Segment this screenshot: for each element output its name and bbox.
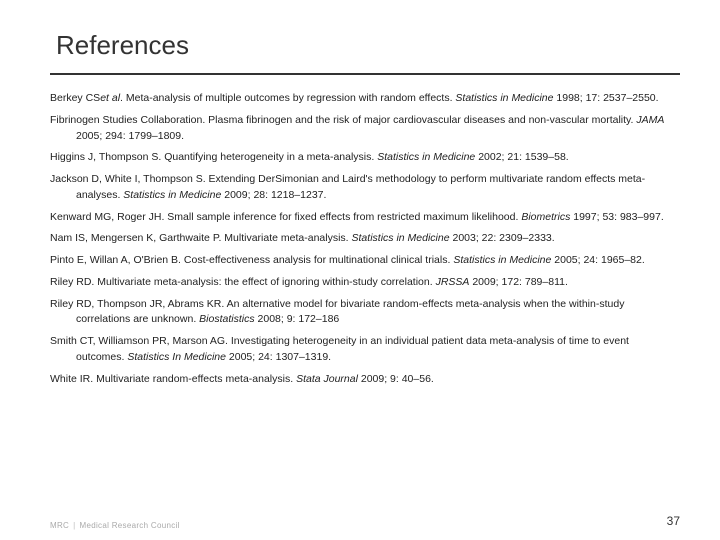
ref-citation: 2009; 9: 40–56. [358,373,434,385]
ref-journal: Statistics in Medicine [123,189,221,201]
ref-journal: JRSSA [436,276,470,288]
ref-authors: Kenward MG, Roger JH. Small sample infer… [50,211,521,223]
slide-title: References [50,30,680,61]
ref-journal: Statistics In Medicine [127,351,226,363]
page-number: 37 [667,514,680,528]
reference-entry: Jackson D, White I, Thompson S. Extendin… [50,172,680,204]
ref-journal: Stata Journal [296,373,358,385]
ref-journal: Statistics in Medicine [453,254,551,266]
ref-citation: 2008; 9: 172–186 [255,313,340,325]
ref-citation: 2002; 21: 1539–58. [475,151,568,163]
ref-authors: White IR. Multivariate random-effects me… [50,373,296,385]
reference-entry: Riley RD. Multivariate meta-analysis: th… [50,275,680,291]
ref-journal: JAMA [636,114,664,126]
reference-entry: Kenward MG, Roger JH. Small sample infer… [50,210,680,226]
reference-entry: Riley RD, Thompson JR, Abrams KR. An alt… [50,297,680,329]
ref-journal: Biometrics [521,211,570,223]
reference-entry: Pinto E, Willan A, O'Brien B. Cost-effec… [50,253,680,269]
reference-entry: Higgins J, Thompson S. Quantifying heter… [50,150,680,166]
ref-authors: Higgins J, Thompson S. Quantifying heter… [50,151,377,163]
ref-journal: Statistics in Medicine [377,151,475,163]
footer-logo: MRC | Medical Research Council [50,521,180,530]
reference-entry: Smith CT, Williamson PR, Marson AG. Inve… [50,334,680,366]
ref-authors: Nam IS, Mengersen K, Garthwaite P. Multi… [50,232,352,244]
ref-citation: 2003; 22: 2309–2333. [450,232,555,244]
ref-etal: et al [100,92,120,104]
ref-authors: Riley RD. Multivariate meta-analysis: th… [50,276,436,288]
ref-authors: Fibrinogen Studies Collaboration. Plasma… [50,114,636,126]
reference-entry: Fibrinogen Studies Collaboration. Plasma… [50,113,680,145]
logo-text: Medical Research Council [80,521,180,530]
ref-citation: 2005; 24: 1307–1319. [226,351,331,363]
reference-entry: Nam IS, Mengersen K, Garthwaite P. Multi… [50,231,680,247]
reference-entry: White IR. Multivariate random-effects me… [50,372,680,388]
title-rule [50,73,680,75]
ref-journal: Biostatistics [199,313,254,325]
reference-entry: Berkey CSet al. Meta-analysis of multipl… [50,91,680,107]
logo-mark: MRC [50,521,69,530]
ref-authors: Pinto E, Willan A, O'Brien B. Cost-effec… [50,254,453,266]
ref-journal: Statistics in Medicine [455,92,553,104]
ref-title: . Meta-analysis of multiple outcomes by … [120,92,455,104]
ref-citation: 2009; 172: 789–811. [469,276,567,288]
ref-citation: 2005; 24: 1965–82. [551,254,644,266]
ref-journal: Statistics in Medicine [352,232,450,244]
ref-citation: 1997; 53: 983–997. [570,211,663,223]
logo-divider: | [73,521,75,530]
references-list: Berkey CSet al. Meta-analysis of multipl… [50,91,680,387]
ref-citation: 2005; 294: 1799–1809. [76,130,184,142]
ref-authors: Berkey CS [50,92,100,104]
slide: References Berkey CSet al. Meta-analysis… [0,0,720,540]
ref-citation: 2009; 28: 1218–1237. [221,189,326,201]
ref-citation: 1998; 17: 2537–2550. [553,92,658,104]
